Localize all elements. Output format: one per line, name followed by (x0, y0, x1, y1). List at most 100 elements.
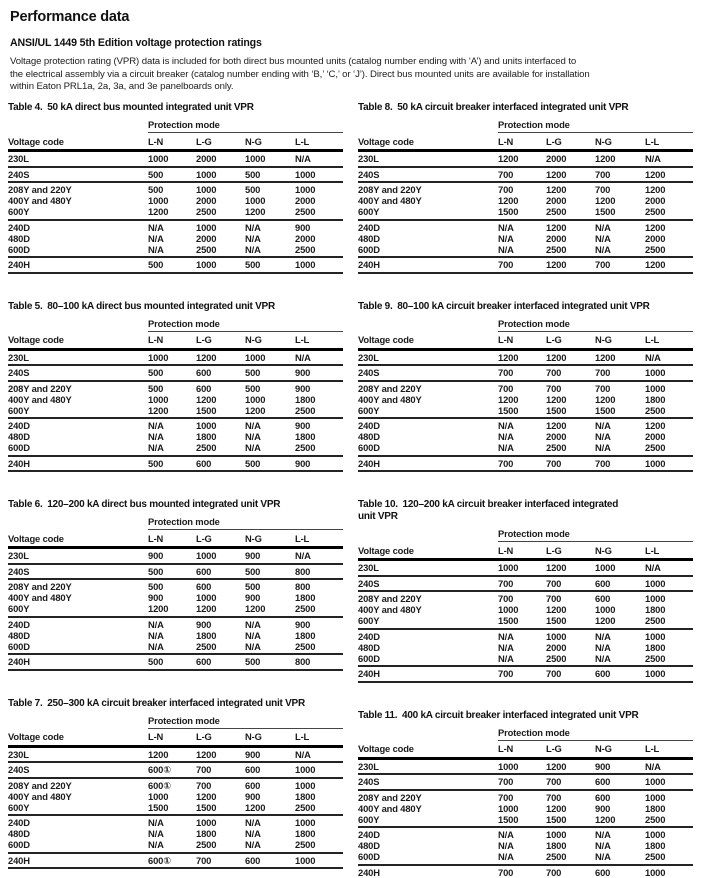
table-row: 208Y and 220Y 700 700 600 1000 (358, 790, 693, 804)
table-row: 208Y and 220Y 600① 700 600 1000 (8, 778, 343, 792)
vpr-value-cell: 1000 (295, 184, 316, 195)
table-title-line1: Table 10. 120–200 kA circuit breaker int… (358, 499, 619, 510)
vpr-value-cell: 2500 (295, 206, 344, 221)
table-title: Table 5. 80–100 kA direct bus mounted in… (8, 301, 343, 313)
voltage-code-cell: 230L (8, 150, 148, 168)
vpr-value-cell: N/A (148, 629, 164, 641)
voltage-code-cell: 240D (358, 221, 380, 233)
table-row: 240S 700 700 700 1000 (358, 365, 694, 382)
empty-header-cell (8, 319, 148, 332)
table-row: 600Y 1500 1500 1200 2500 (8, 802, 344, 816)
voltage-code-cell: 240D (8, 618, 30, 630)
table-row: 400Y and 480Y 1000 1200 1000 1800 (8, 394, 343, 405)
voltage-code-cell: 400Y and 480Y (8, 790, 72, 802)
table-row: 230L 1000 2000 1000 N/A (8, 150, 344, 168)
vpr-value-cell: 2000 (196, 232, 217, 244)
table-row: 600D N/A 2500 N/A 2500 (358, 653, 694, 667)
vpr-value-cell: 900 (595, 758, 645, 775)
vpr-value-cell: N/A (245, 839, 295, 854)
vpr-value-cell: 1200 (645, 420, 666, 431)
table-row: 600Y 1200 1200 1200 2500 (8, 603, 344, 618)
vpr-value-cell: 2500 (196, 641, 245, 655)
vpr-value-cell: 700 (498, 864, 546, 878)
vpr-value-cell: 1000 (645, 774, 694, 791)
vpr-value-cell: N/A (245, 629, 261, 641)
vpr-value-cell: N/A (245, 618, 261, 630)
table-row: 208Y and 220Y 500 600 500 800 (8, 579, 343, 593)
voltage-code-cell: 400Y and 480Y (358, 195, 422, 206)
table-row: 208Y and 220Y 700 700 600 1000 (358, 591, 693, 605)
table-row: 240S 500 1000 500 1000 (8, 166, 344, 183)
vpr-value-cell: N/A (498, 851, 546, 866)
vpr-value-cell: 500 (148, 166, 196, 183)
vpr-value-cell: 1800 (645, 641, 666, 653)
vpr-value-cell: 700 (546, 365, 595, 382)
table-row: 600D N/A 2500 N/A 2500 (358, 851, 694, 866)
voltage-code-cell: 480D (358, 431, 380, 442)
vpr-value-cell: 1200 (595, 195, 616, 206)
vpr-value-cell: 1000 (196, 166, 245, 183)
vpr-value-cell: 600① (148, 852, 196, 869)
protection-mode-label: Protection mode (498, 120, 694, 133)
voltage-code-cell: 480D (358, 840, 380, 851)
table-row: 600Y 1200 1500 1200 2500 (8, 405, 344, 419)
vpr-value-cell: 600 (595, 666, 645, 683)
table-row: 600Y 1500 2500 1500 2500 (358, 206, 694, 221)
column-header: L-L (295, 529, 344, 549)
table-row: 240D N/A 1000 N/A 1000 (358, 827, 693, 841)
vpr-value-cell: 1000 (498, 604, 519, 615)
vpr-value-cell: 1200 (196, 746, 245, 763)
table-body: 230L 1000 1200 900 N/A 240S 700 700 600 1000 208Y … (358, 758, 694, 878)
table-row: 240D N/A 1000 N/A 1000 (358, 629, 693, 643)
voltage-code-cell: 600D (8, 244, 148, 258)
vpr-value-cell: 700 (498, 791, 514, 803)
vpr-value-cell: 600 (196, 581, 212, 592)
vpr-value-cell: 1000 (546, 829, 567, 840)
empty-header-cell (8, 120, 148, 133)
vpr-value-cell: 2000 (645, 195, 666, 206)
column-header-row: Voltage code L-N L-G N-G L-L (8, 728, 344, 748)
table-title: Table 6. 120–200 kA direct bus mounted i… (8, 499, 343, 511)
vpr-value-cell: 1000 (645, 829, 666, 840)
vpr-value-cell: 1200 (546, 420, 567, 431)
table-row: 240H 600① 700 600 1000 (8, 852, 344, 869)
column-header-row: Voltage code L-N L-G N-G L-L (358, 331, 694, 351)
vpr-value-cell: 900 (295, 618, 311, 630)
table-row: 480D N/A 2000 N/A 1800 (358, 642, 693, 653)
voltage-code-cell: 230L (8, 349, 148, 366)
vpr-value-cell: N/A (245, 244, 295, 258)
vpr-value-cell: N/A (645, 559, 694, 577)
vpr-table-9: Table 9. 80–100 kA circuit breaker inter… (358, 301, 694, 473)
vpr-data-table: Protection mode Voltage code L-N L-G N-G L-L… (8, 120, 344, 274)
table-title: Table 9. 80–100 kA circuit breaker inter… (358, 301, 693, 313)
voltage-code-cell: 230L (358, 349, 498, 366)
column-header-row: Voltage code L-N L-G N-G L-L (358, 740, 694, 760)
vpr-value-cell: N/A (148, 618, 164, 630)
vpr-value-cell: 900 (295, 365, 344, 382)
vpr-value-cell: 1000 (295, 762, 344, 779)
vpr-value-cell: 1200 (546, 758, 595, 775)
voltage-code-cell: 230L (358, 150, 498, 168)
column-header: L-L (295, 728, 344, 748)
vpr-value-cell: N/A (595, 221, 611, 233)
intro-line: within Eaton PRL1a, 2a, 3a, and 3e panel… (10, 81, 234, 93)
vpr-value-cell: N/A (595, 829, 611, 840)
column-header-row: Voltage code L-N L-G N-G L-L (8, 331, 344, 351)
column-header: L-G (546, 331, 595, 351)
vpr-value-cell: 600 (196, 382, 212, 394)
vpr-value-cell: N/A (595, 641, 611, 653)
vpr-value-cell: 1000 (196, 221, 217, 233)
vpr-value-cell: 1200 (196, 393, 217, 405)
vpr-value-cell: N/A (245, 828, 261, 839)
vpr-value-cell: 700 (546, 864, 595, 878)
vpr-value-cell: 700 (595, 382, 611, 394)
vpr-value-cell: 700 (595, 365, 645, 382)
vpr-value-cell: 1200 (546, 604, 567, 615)
table-row: 240S 500 600 500 900 (8, 365, 344, 382)
vpr-value-cell: N/A (498, 630, 514, 642)
column-header: L-G (196, 728, 245, 748)
vpr-value-cell: 2500 (645, 442, 694, 457)
vpr-value-cell: 1200 (645, 184, 666, 195)
voltage-code-cell: 400Y and 480Y (8, 592, 72, 603)
vpr-value-cell: 1800 (645, 802, 666, 814)
